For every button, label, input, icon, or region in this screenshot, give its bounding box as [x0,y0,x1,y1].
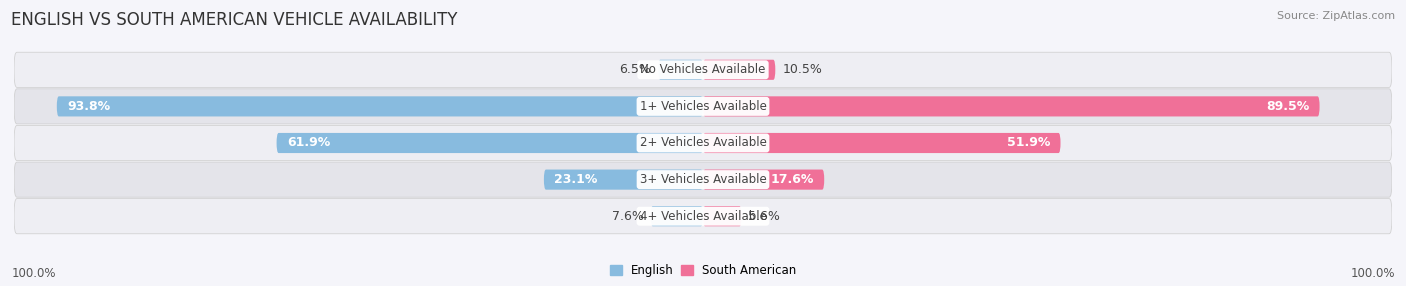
FancyBboxPatch shape [14,89,1392,124]
Text: 51.9%: 51.9% [1007,136,1050,150]
Text: 6.5%: 6.5% [620,63,651,76]
Text: Source: ZipAtlas.com: Source: ZipAtlas.com [1277,11,1395,21]
Text: 61.9%: 61.9% [287,136,330,150]
Text: 3+ Vehicles Available: 3+ Vehicles Available [640,173,766,186]
Text: 23.1%: 23.1% [554,173,598,186]
Text: 100.0%: 100.0% [1350,267,1395,280]
FancyBboxPatch shape [658,60,703,80]
Text: 10.5%: 10.5% [782,63,823,76]
FancyBboxPatch shape [651,206,703,226]
FancyBboxPatch shape [277,133,703,153]
FancyBboxPatch shape [14,52,1392,87]
Text: No Vehicles Available: No Vehicles Available [640,63,766,76]
Text: 93.8%: 93.8% [67,100,110,113]
FancyBboxPatch shape [14,126,1392,160]
Text: 1+ Vehicles Available: 1+ Vehicles Available [640,100,766,113]
FancyBboxPatch shape [703,60,775,80]
FancyBboxPatch shape [544,170,703,190]
FancyBboxPatch shape [14,199,1392,234]
Text: 7.6%: 7.6% [612,210,644,223]
Text: 100.0%: 100.0% [11,267,56,280]
FancyBboxPatch shape [703,96,1320,116]
Text: 89.5%: 89.5% [1265,100,1309,113]
FancyBboxPatch shape [56,96,703,116]
Text: 5.6%: 5.6% [748,210,780,223]
Text: 17.6%: 17.6% [770,173,814,186]
FancyBboxPatch shape [703,133,1060,153]
Text: ENGLISH VS SOUTH AMERICAN VEHICLE AVAILABILITY: ENGLISH VS SOUTH AMERICAN VEHICLE AVAILA… [11,11,458,29]
FancyBboxPatch shape [703,206,741,226]
Text: 4+ Vehicles Available: 4+ Vehicles Available [640,210,766,223]
FancyBboxPatch shape [14,162,1392,197]
FancyBboxPatch shape [703,170,824,190]
Text: 2+ Vehicles Available: 2+ Vehicles Available [640,136,766,150]
Legend: English, South American: English, South American [610,264,796,277]
